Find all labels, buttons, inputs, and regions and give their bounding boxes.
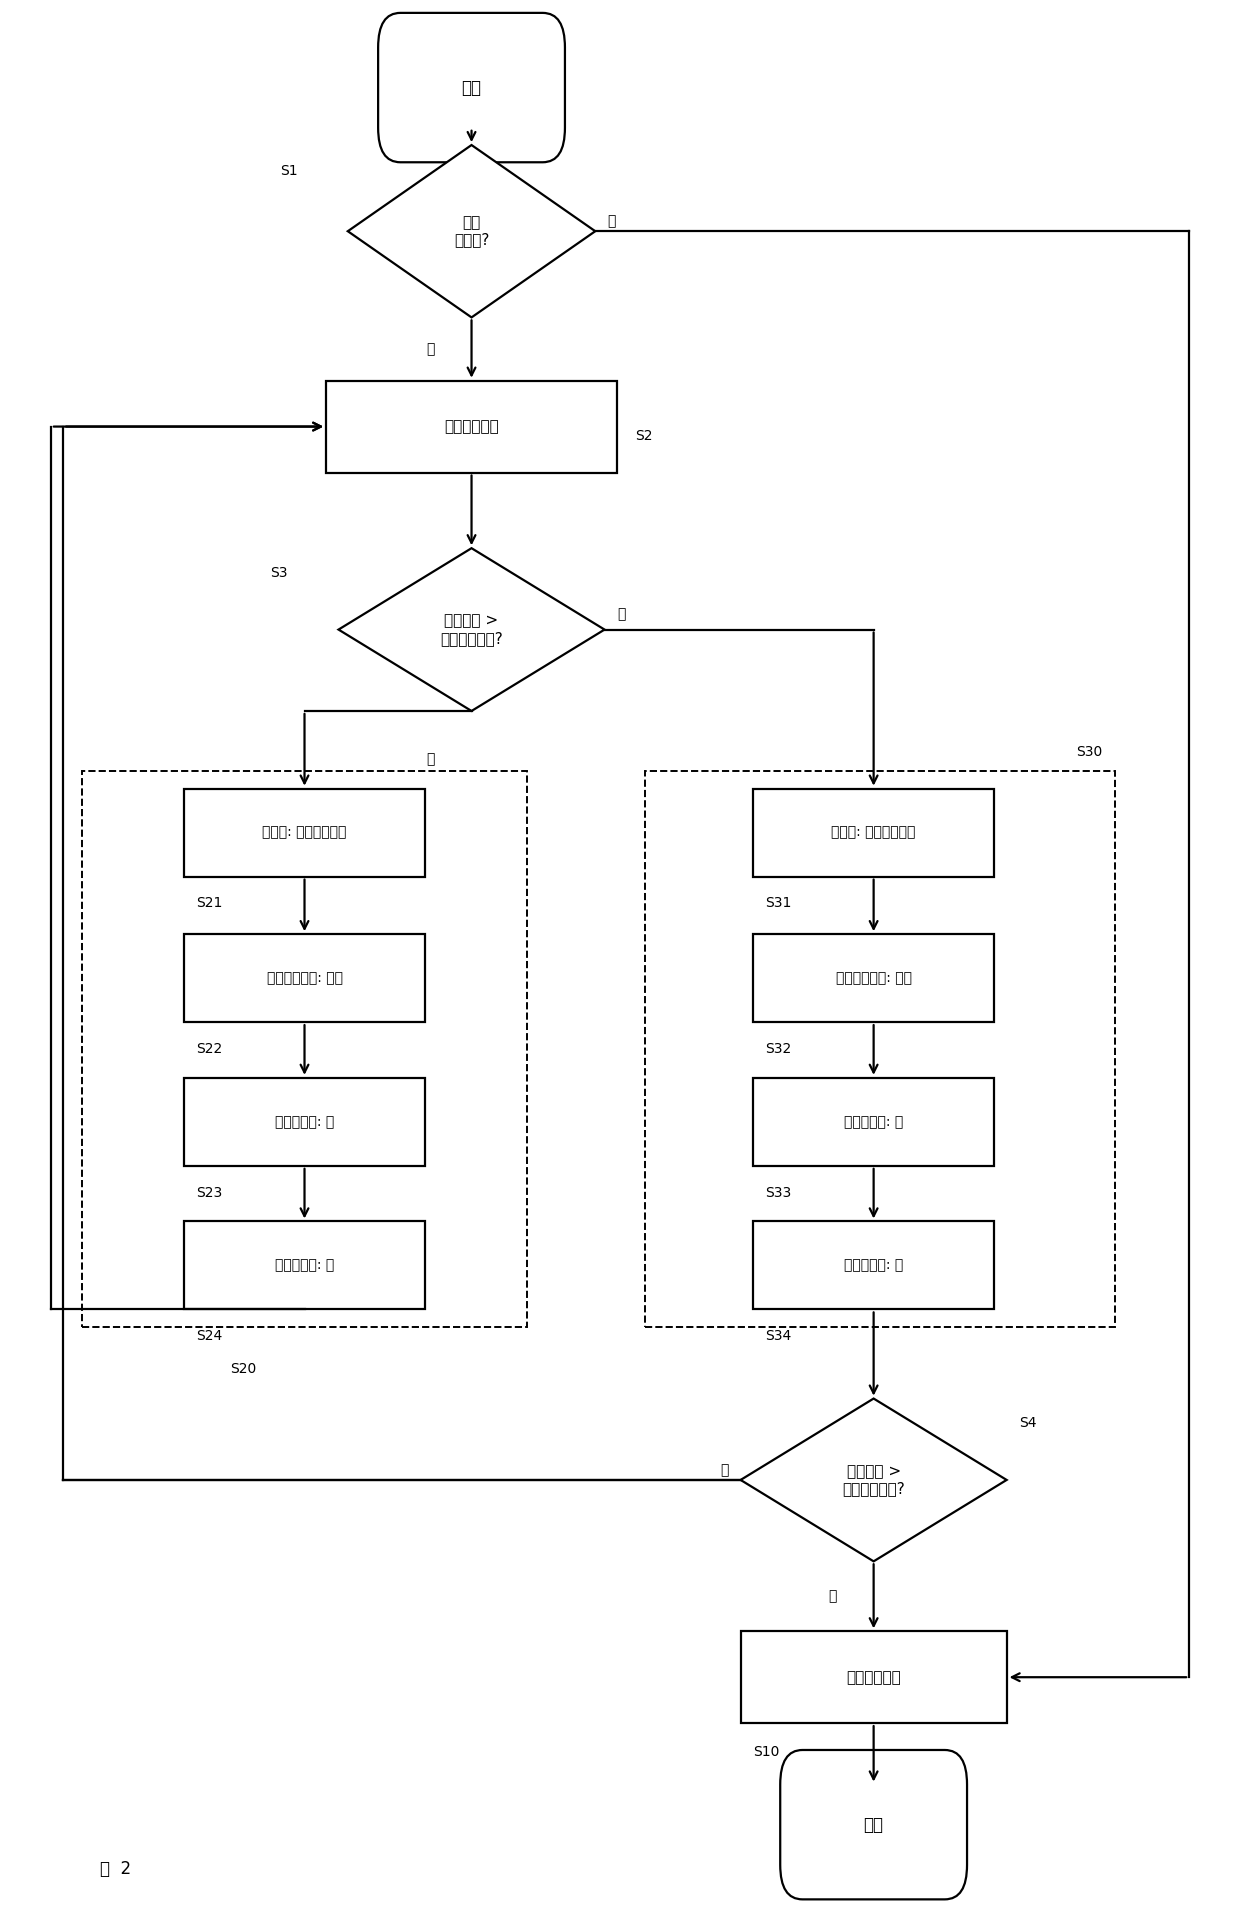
Text: 正常加热模式: 正常加热模式 [846, 1671, 901, 1684]
Text: S10: S10 [753, 1745, 780, 1759]
Text: 是: 是 [618, 608, 625, 621]
Text: 否: 否 [427, 752, 434, 765]
Polygon shape [740, 1398, 1007, 1561]
Bar [753, 788, 994, 877]
Polygon shape [347, 146, 595, 316]
Text: S24: S24 [196, 1329, 222, 1343]
Text: 开始: 开始 [461, 79, 481, 96]
Text: S31: S31 [765, 896, 792, 911]
Text: S23: S23 [196, 1185, 222, 1199]
Text: S21: S21 [196, 896, 223, 911]
Text: S34: S34 [765, 1329, 791, 1343]
Bar [184, 934, 425, 1022]
Bar [753, 1222, 994, 1310]
Text: S3: S3 [270, 566, 288, 579]
Polygon shape [339, 549, 605, 712]
Text: 是: 是 [828, 1590, 837, 1603]
Text: 强加
热模式?: 强加 热模式? [454, 215, 490, 247]
Text: S22: S22 [196, 1041, 222, 1057]
Text: 检查操作时间: 检查操作时间 [444, 418, 498, 433]
Text: 压缩机: 最大操作频率: 压缩机: 最大操作频率 [263, 825, 347, 840]
Text: 第二吹风扇: 强: 第二吹风扇: 强 [275, 1258, 334, 1272]
Text: 第一吹风扇: 中: 第一吹风扇: 中 [844, 1114, 903, 1130]
Text: 第一吹风扇: 强: 第一吹风扇: 强 [275, 1114, 334, 1130]
Bar [184, 1078, 425, 1166]
Text: S30: S30 [1076, 746, 1102, 760]
Bar [184, 788, 425, 877]
Bar [82, 771, 527, 1327]
Bar [740, 1630, 1007, 1722]
Bar [645, 771, 1115, 1327]
Text: 图  2: 图 2 [100, 1860, 131, 1878]
Text: 风向控制元件: 向下: 风向控制元件: 向下 [836, 971, 911, 986]
Text: 第二吹风扇: 弱: 第二吹风扇: 弱 [844, 1258, 903, 1272]
Text: S2: S2 [635, 430, 653, 443]
Text: 风向控制元件: 向下: 风向控制元件: 向下 [267, 971, 342, 986]
Text: S1: S1 [280, 163, 298, 178]
Bar [753, 1078, 994, 1166]
Text: 操作时间 >
第一设定时间?: 操作时间 > 第一设定时间? [440, 614, 503, 646]
Text: 压缩机: 可变操作频率: 压缩机: 可变操作频率 [832, 825, 916, 840]
FancyBboxPatch shape [780, 1749, 967, 1899]
Text: 是: 是 [427, 341, 434, 357]
Text: S4: S4 [1019, 1415, 1037, 1431]
FancyBboxPatch shape [378, 13, 565, 163]
Bar [753, 934, 994, 1022]
Bar [184, 1222, 425, 1310]
Text: S33: S33 [765, 1185, 791, 1199]
Text: 操作时间 >
第二设定时间?: 操作时间 > 第二设定时间? [842, 1463, 905, 1496]
Text: 结束: 结束 [863, 1816, 884, 1834]
Text: 否: 否 [608, 215, 616, 228]
Bar [326, 380, 618, 472]
Text: S20: S20 [231, 1362, 257, 1375]
Text: S32: S32 [765, 1041, 791, 1057]
Text: 否: 否 [720, 1463, 728, 1477]
